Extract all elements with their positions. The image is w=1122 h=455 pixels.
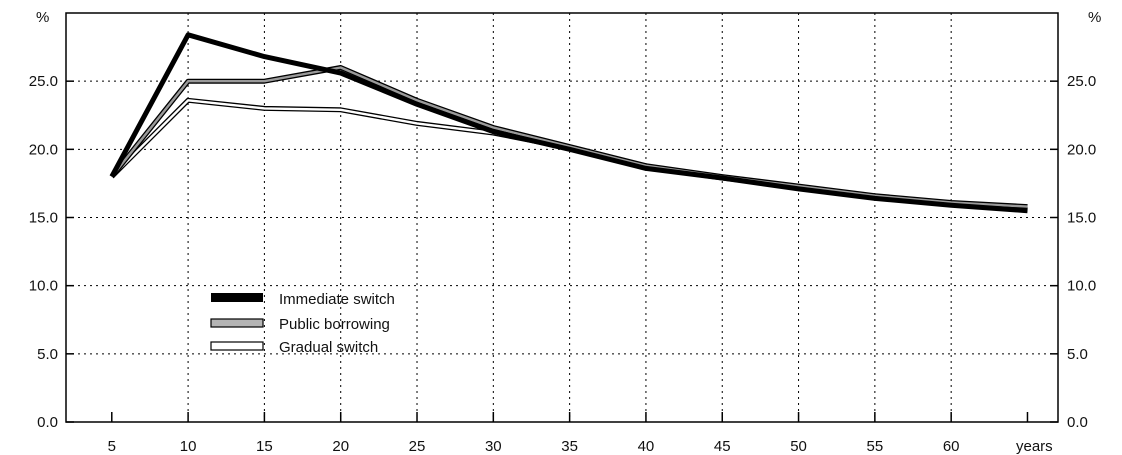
legend-label-immediate-switch: Immediate switch <box>279 291 395 308</box>
y-tick-label-right-15.0: 15.0 <box>1067 210 1096 227</box>
legend-item-public-borrowing: Public borrowing <box>210 316 390 333</box>
series-public-borrowing-line <box>110 66 1028 208</box>
y-unit-right: % <box>1088 9 1101 26</box>
x-tick-label-5: 5 <box>108 438 116 455</box>
series-public-borrowing-outline <box>109 65 1028 210</box>
x-tick-label-15: 15 <box>256 438 273 455</box>
x-tick-label-20: 20 <box>332 438 349 455</box>
legend-swatch-immediate-switch <box>211 293 263 302</box>
y-tick-label-left-25.0: 25.0 <box>29 73 58 90</box>
x-tick-label-10: 10 <box>180 438 197 455</box>
y-tick-label-left-20.0: 20.0 <box>29 141 58 158</box>
y-tick-label-right-0.0: 0.0 <box>1067 414 1088 431</box>
y-tick-label-left-0.0: 0.0 <box>37 414 58 431</box>
x-tick-label-50: 50 <box>790 438 807 455</box>
legend-label-gradual-switch: Gradual switch <box>279 339 378 356</box>
legend-swatch-gradual-switch <box>210 341 264 351</box>
y-tick-label-left-15.0: 15.0 <box>29 210 58 227</box>
x-tick-label-35: 35 <box>561 438 578 455</box>
grid-lines <box>66 13 1058 422</box>
x-tick-label-60: 60 <box>943 438 960 455</box>
x-tick-label-40: 40 <box>638 438 655 455</box>
y-tick-label-right-20.0: 20.0 <box>1067 141 1096 158</box>
series-lines <box>109 32 1028 214</box>
x-unit-label: years <box>1016 438 1053 455</box>
x-tick-label-30: 30 <box>485 438 502 455</box>
y-tick-label-left-10.0: 10.0 <box>29 278 58 295</box>
y-tick-label-right-25.0: 25.0 <box>1067 73 1096 90</box>
series-public-borrowing <box>109 65 1028 210</box>
axis-ticks <box>66 80 1058 423</box>
legend-label-public-borrowing: Public borrowing <box>279 316 390 333</box>
y-unit-left: % <box>36 9 49 26</box>
legend-item-gradual-switch: Gradual switch <box>210 339 378 356</box>
x-tick-label-25: 25 <box>409 438 426 455</box>
legend: Immediate switch Public borrowing Gradua… <box>210 291 395 356</box>
series-immediate-switch <box>109 32 1028 214</box>
legend-swatch-public-borrowing <box>210 318 264 328</box>
y-tick-label-left-5.0: 5.0 <box>37 346 58 363</box>
x-tick-label-55: 55 <box>867 438 884 455</box>
legend-item-immediate-switch: Immediate switch <box>211 291 395 308</box>
series-immediate-switch-line <box>109 32 1028 214</box>
y-tick-label-right-10.0: 10.0 <box>1067 278 1096 295</box>
y-tick-label-right-5.0: 5.0 <box>1067 346 1088 363</box>
plot-frame <box>65 12 1059 423</box>
x-tick-label-45: 45 <box>714 438 731 455</box>
tick-labels: 5 10 15 20 25 30 35 40 45 50 55 60 0.0 0.0 5.0 5.0 10.0 1… <box>29 73 1096 455</box>
